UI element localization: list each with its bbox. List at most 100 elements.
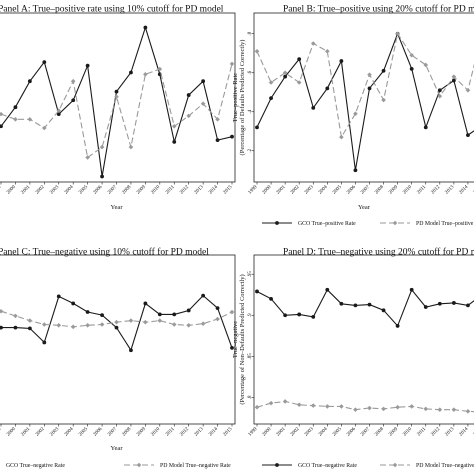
data-point — [186, 308, 191, 313]
x-tick-label: 2010 — [151, 427, 162, 438]
series-gco — [0, 25, 234, 179]
data-point — [99, 322, 105, 327]
x-tick-label: 2007 — [107, 427, 118, 438]
data-point — [215, 117, 220, 122]
legend-marker — [392, 462, 398, 468]
data-point — [297, 312, 302, 317]
data-point — [395, 404, 400, 410]
data-point — [339, 59, 344, 63]
plot-area — [254, 287, 474, 414]
data-point — [269, 296, 273, 301]
x-tick-label: 1999 — [248, 427, 259, 438]
series-line — [256, 288, 474, 327]
x-tick-label: 2010 — [402, 427, 413, 438]
x-tick-label: 2004 — [64, 185, 75, 196]
x-tick-label: 1999 — [0, 427, 3, 438]
legend-entry: GCO True–positive Rate — [298, 221, 356, 227]
legend-entry: GCO True–negative Rate — [298, 463, 357, 469]
x-tick-label: 2005 — [78, 427, 89, 438]
data-point — [27, 117, 33, 122]
data-point — [143, 301, 148, 306]
data-point — [171, 322, 177, 327]
data-point — [296, 402, 302, 408]
x-tick-label: 2006 — [93, 185, 104, 196]
data-point — [100, 313, 104, 318]
legend-entry: PD Model True–positive Rate — [416, 221, 474, 227]
panel-d: Panel D: True–negative using 20% cutoff … — [232, 247, 474, 469]
data-point — [42, 125, 47, 131]
x-tick-label: 2009 — [136, 427, 147, 438]
data-point — [13, 117, 18, 122]
legend-entry: PD Model True–negative Rate — [160, 463, 231, 469]
y-tick-label: .85 — [248, 353, 253, 360]
series-line — [256, 400, 474, 413]
legend-entry: GCO True–negative Rate — [6, 463, 65, 469]
data-point — [128, 318, 134, 323]
x-tick-label: 2008 — [374, 427, 385, 438]
data-point — [409, 66, 414, 71]
data-point — [451, 407, 457, 412]
data-point — [186, 93, 191, 97]
data-point — [437, 93, 443, 99]
data-point — [143, 319, 148, 325]
data-point — [353, 407, 358, 412]
data-point — [114, 94, 119, 100]
data-point — [465, 88, 471, 93]
legend-marker — [275, 463, 279, 467]
x-tick-label: 2002 — [290, 427, 301, 438]
data-point — [200, 321, 206, 327]
data-point — [157, 312, 162, 317]
panel-c: Panel C: True–negative using 10% cutoff … — [0, 247, 236, 469]
data-point — [423, 125, 428, 130]
data-point — [311, 105, 316, 110]
series-line — [0, 63, 233, 159]
data-point — [423, 406, 429, 412]
data-point — [409, 52, 414, 58]
data-point — [297, 57, 302, 61]
data-point — [325, 404, 330, 409]
x-tick-label: 2004 — [64, 427, 75, 438]
x-tick-label: 2007 — [107, 185, 118, 196]
data-point — [353, 303, 358, 308]
data-point — [85, 63, 90, 68]
data-point — [42, 60, 47, 65]
data-point — [230, 134, 234, 139]
x-axis-title: Year — [111, 204, 124, 211]
x-tick-label: 2001 — [276, 427, 287, 438]
data-point — [71, 301, 76, 306]
x-tick-label: 2002 — [290, 185, 301, 196]
x-tick-label: 2015 — [223, 185, 234, 196]
legend: GCO True–positive Rate PD Model True–posi… — [262, 220, 474, 227]
data-point — [269, 96, 273, 100]
x-tick-label: 2009 — [388, 427, 399, 438]
x-tick-label: 2014 — [459, 185, 470, 196]
data-point — [0, 111, 4, 117]
data-point — [201, 293, 206, 298]
data-point — [85, 322, 90, 328]
x-tick-label: 2003 — [50, 427, 61, 438]
data-point — [395, 324, 400, 328]
x-tick-label: 2011 — [165, 427, 176, 438]
data-point — [186, 322, 191, 328]
data-point — [325, 86, 330, 91]
data-point — [367, 302, 372, 307]
data-point — [367, 72, 372, 77]
data-point — [129, 70, 133, 75]
data-point — [0, 124, 3, 129]
data-point — [311, 315, 316, 319]
x-tick-label: 2010 — [151, 185, 162, 196]
data-point — [99, 144, 105, 150]
series-gco — [255, 31, 474, 173]
series-pd-model — [254, 31, 474, 140]
data-point — [466, 303, 470, 308]
x-tick-label: 2007 — [360, 427, 371, 438]
data-point — [254, 404, 260, 410]
x-tick-label: 2013 — [194, 427, 205, 438]
data-point — [27, 79, 32, 84]
data-point — [143, 25, 148, 30]
x-tick-label: 2012 — [431, 427, 442, 438]
y-tick-label: .8 — [248, 31, 253, 35]
x-tick-label: 2012 — [179, 427, 190, 438]
data-point — [254, 49, 260, 54]
